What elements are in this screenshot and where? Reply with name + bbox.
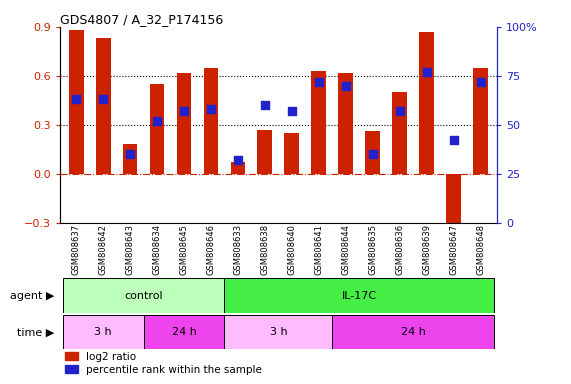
Text: time ▶: time ▶ bbox=[17, 327, 54, 337]
Bar bbox=[143, 315, 224, 349]
Point bbox=[206, 106, 215, 112]
Bar bbox=[258, 130, 272, 174]
Text: 3 h: 3 h bbox=[94, 327, 112, 337]
Point bbox=[449, 137, 458, 144]
Bar bbox=[419, 32, 434, 174]
Bar bbox=[176, 73, 191, 174]
Point bbox=[287, 108, 296, 114]
Bar bbox=[203, 68, 218, 174]
Point bbox=[422, 69, 431, 75]
Bar bbox=[150, 84, 164, 174]
Text: 24 h: 24 h bbox=[401, 327, 425, 337]
Point bbox=[260, 102, 270, 108]
Bar bbox=[69, 30, 83, 174]
Point bbox=[126, 151, 135, 157]
Text: 24 h: 24 h bbox=[171, 327, 196, 337]
Bar bbox=[365, 131, 380, 174]
Point bbox=[341, 83, 351, 89]
Point bbox=[234, 157, 243, 163]
Bar bbox=[231, 162, 246, 174]
Bar bbox=[339, 73, 353, 174]
Bar bbox=[123, 144, 138, 174]
Text: IL-17C: IL-17C bbox=[341, 291, 377, 301]
Bar bbox=[63, 315, 143, 349]
Bar bbox=[284, 133, 299, 174]
Text: agent ▶: agent ▶ bbox=[10, 291, 54, 301]
Point bbox=[179, 108, 188, 114]
Bar bbox=[224, 278, 494, 313]
Text: 3 h: 3 h bbox=[270, 327, 287, 337]
Point bbox=[476, 79, 485, 85]
Bar bbox=[96, 38, 111, 174]
Bar bbox=[311, 71, 326, 174]
Point bbox=[152, 118, 162, 124]
Legend: log2 ratio, percentile rank within the sample: log2 ratio, percentile rank within the s… bbox=[65, 352, 262, 375]
Text: control: control bbox=[124, 291, 163, 301]
Point bbox=[314, 79, 323, 85]
Bar bbox=[392, 92, 407, 174]
Bar bbox=[224, 315, 332, 349]
Bar bbox=[473, 68, 488, 174]
Point bbox=[368, 151, 377, 157]
Point bbox=[395, 108, 404, 114]
Bar bbox=[332, 315, 494, 349]
Text: GDS4807 / A_32_P174156: GDS4807 / A_32_P174156 bbox=[60, 13, 223, 26]
Bar bbox=[446, 174, 461, 231]
Point bbox=[71, 96, 81, 103]
Bar bbox=[63, 278, 224, 313]
Point bbox=[99, 96, 108, 103]
